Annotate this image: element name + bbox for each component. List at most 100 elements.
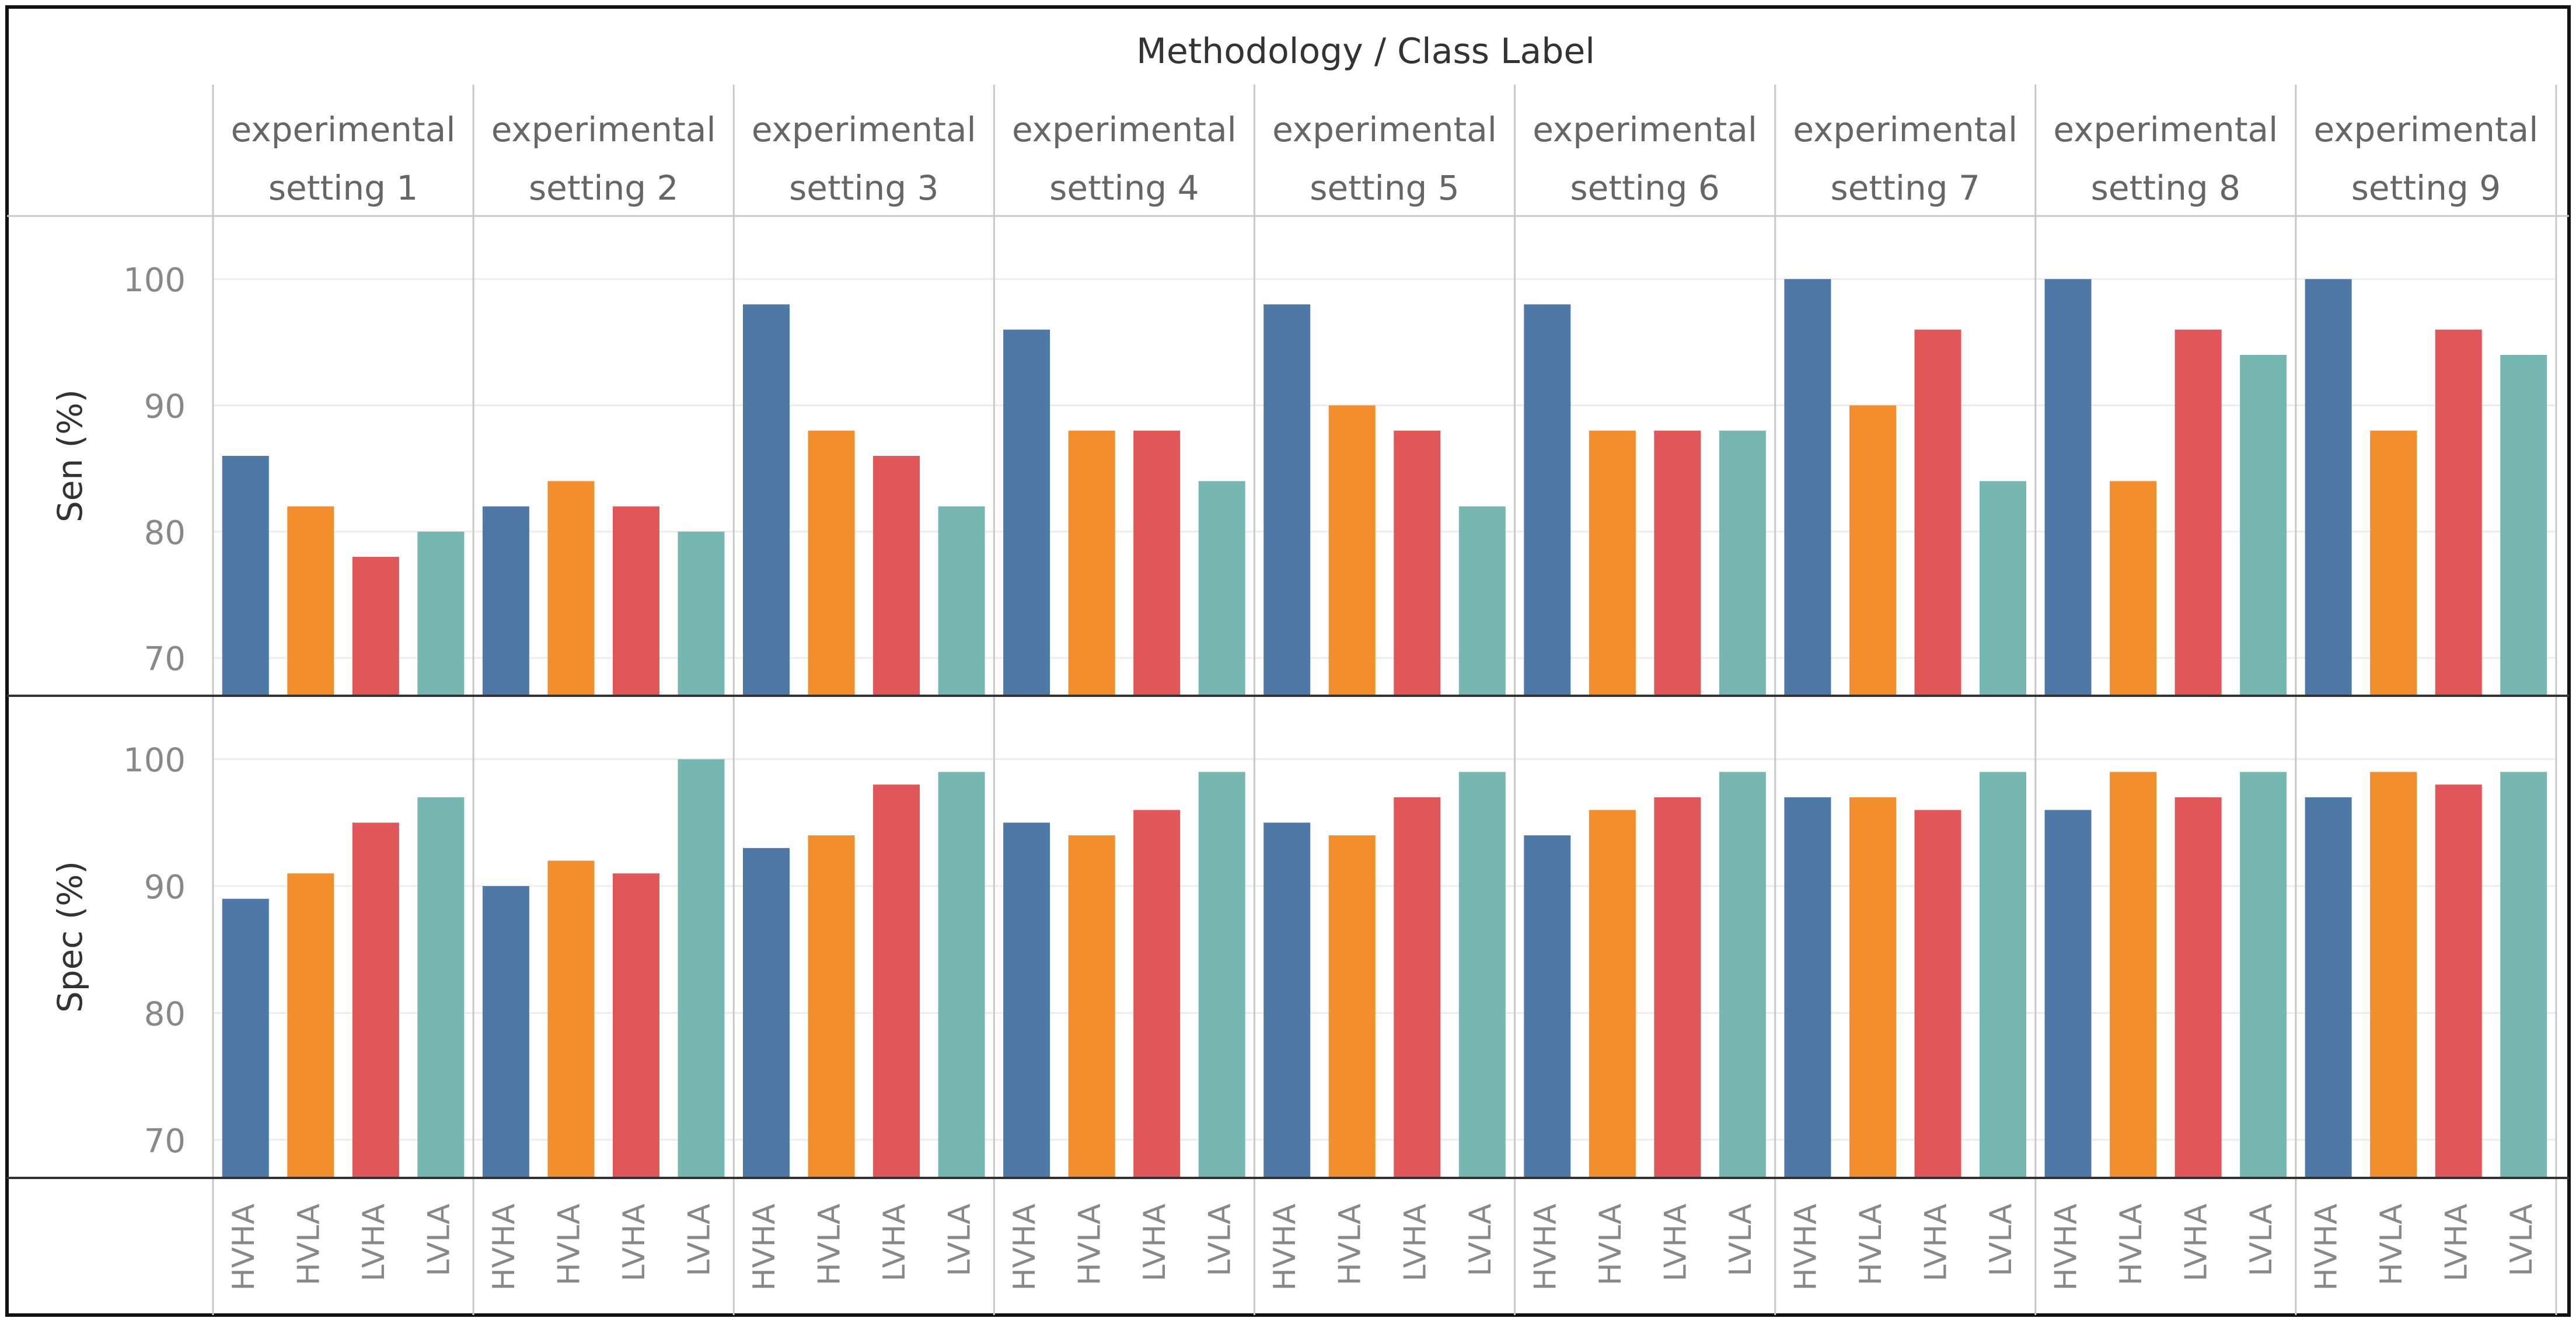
bar-lvla [417, 797, 465, 1178]
bar-lvha [1133, 430, 1181, 696]
bar-hvha [742, 304, 790, 696]
x-tick-label: LVHA [1137, 1204, 1172, 1282]
bar-hvha [742, 848, 790, 1178]
x-tick-label: LVHA [2179, 1204, 2214, 1282]
bar-lvha [352, 557, 399, 696]
facet-header-label: experimental setting 5 [1272, 110, 1497, 208]
bar-hvla [1849, 797, 1896, 1178]
x-tick-label: HVHA [226, 1204, 261, 1291]
y-tick-label: 70 [144, 1122, 186, 1160]
bar-hvha [1263, 304, 1311, 696]
bar-lvla [938, 506, 985, 696]
bar-hvha [1784, 797, 1831, 1178]
bar-lvla [678, 759, 725, 1178]
x-tick-label: LVLA [682, 1204, 717, 1277]
bar-lvha [873, 784, 920, 1178]
x-tick-label: LVHA [617, 1204, 652, 1282]
bar-lvha [1394, 797, 1441, 1178]
x-tick-label: HVLA [2114, 1204, 2149, 1286]
bar-hvha [1524, 835, 1571, 1178]
y-tick-label: 100 [123, 742, 186, 780]
x-tick-label: HVLA [551, 1204, 587, 1286]
bar-lvha [1914, 329, 1961, 696]
bar-lvla [1980, 481, 2027, 696]
bar-hvha [1263, 822, 1311, 1178]
bar-hvha [482, 506, 529, 696]
bar-hvla [2370, 430, 2417, 696]
bar-lvha [2435, 784, 2482, 1178]
bar-lvha [873, 456, 920, 696]
bar-lvla [1198, 772, 1245, 1178]
bar-lvha [352, 822, 399, 1178]
x-tick-label: LVLA [1463, 1204, 1498, 1277]
bar-lvla [1198, 481, 1245, 696]
bar-hvha [2044, 279, 2092, 696]
facet-header-label: experimental setting 2 [491, 110, 716, 208]
y-axis-label: Sen (%) [50, 389, 90, 522]
bar-lvha [612, 873, 659, 1178]
bar-hvha [1784, 279, 1831, 696]
bar-hvla [808, 430, 855, 696]
bar-hvha [482, 886, 529, 1178]
bar-lvla [678, 531, 725, 696]
bar-hvha [1003, 822, 1050, 1178]
bar-hvla [1068, 430, 1115, 696]
facet-header-label: experimental setting 9 [2314, 110, 2539, 208]
x-tick-label: LVLA [1984, 1204, 2019, 1277]
bar-lvha [1654, 430, 1701, 696]
x-tick-label: LVLA [1203, 1204, 1238, 1277]
bar-hvla [547, 481, 595, 696]
x-tick-label: HVHA [747, 1204, 782, 1291]
x-tick-label: HVHA [1788, 1204, 1823, 1291]
x-tick-label: HVHA [2049, 1204, 2084, 1291]
bar-hvha [1524, 304, 1571, 696]
bar-hvla [1589, 430, 1636, 696]
bar-lvla [1719, 430, 1766, 696]
x-tick-label: HVLA [812, 1204, 847, 1286]
x-tick-label: LVLA [421, 1204, 456, 1277]
bar-lvla [417, 531, 465, 696]
bar-hvha [222, 456, 269, 696]
x-tick-label: HVLA [2374, 1204, 2409, 1286]
bar-hvla [287, 873, 334, 1178]
x-tick-label: HVLA [291, 1204, 326, 1286]
facet-header-label: experimental setting 4 [1012, 110, 1237, 208]
bar-lvla [1719, 772, 1766, 1178]
x-tick-label: LVLA [2244, 1204, 2279, 1277]
x-tick-label: HVLA [1593, 1204, 1628, 1286]
bar-lvha [1394, 430, 1441, 696]
x-tick-label: HVLA [1854, 1204, 1889, 1286]
x-tick-label: HVHA [1268, 1204, 1303, 1291]
bar-hvla [1328, 835, 1376, 1178]
bar-hvha [222, 898, 269, 1178]
bar-lvla [2500, 354, 2547, 696]
y-tick-label: 70 [144, 640, 186, 678]
bar-hvla [287, 506, 334, 696]
bar-lvla [1458, 772, 1506, 1178]
x-tick-label: LVLA [2504, 1204, 2539, 1277]
bar-hvha [2044, 810, 2092, 1178]
x-tick-label: LVHA [1918, 1204, 1953, 1282]
bar-lvha [2174, 797, 2222, 1178]
bar-lvla [2500, 772, 2547, 1178]
bar-hvla [2370, 772, 2417, 1178]
bar-lvha [1133, 810, 1181, 1178]
chart-title: Methodology / Class Label [1136, 31, 1595, 72]
bar-lvha [612, 506, 659, 696]
x-tick-label: LVLA [943, 1204, 978, 1277]
bar-hvla [1328, 405, 1376, 696]
bar-lvha [1654, 797, 1701, 1178]
bar-hvla [2110, 481, 2157, 696]
y-tick-label: 100 [123, 261, 186, 299]
bar-hvla [1589, 810, 1636, 1178]
facet-header-label: experimental setting 1 [231, 110, 456, 208]
x-tick-label: HVHA [487, 1204, 522, 1291]
facet-header-label: experimental setting 7 [1793, 110, 2017, 208]
bar-lvla [938, 772, 985, 1178]
bar-lvla [2240, 354, 2287, 696]
bar-lvha [2435, 329, 2482, 696]
x-tick-label: LVHA [877, 1204, 912, 1282]
facet-header-label: experimental setting 8 [2053, 110, 2278, 208]
